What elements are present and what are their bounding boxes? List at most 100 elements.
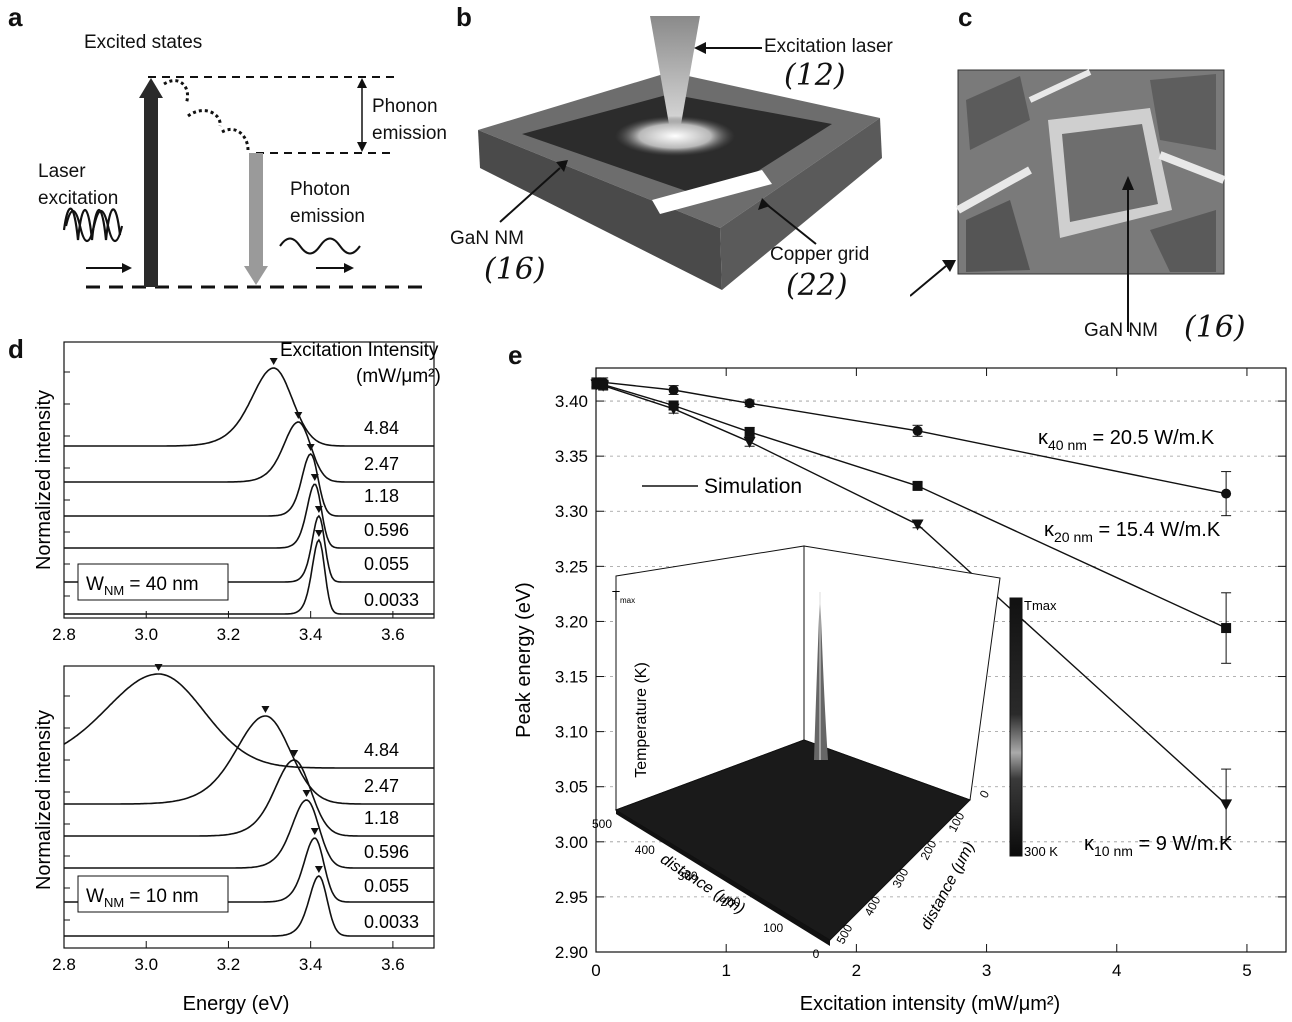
point-triangle xyxy=(1220,799,1232,810)
x-tick-label-2.8: 2.8 xyxy=(52,955,76,974)
legend-title: Excitation Intensity xyxy=(280,340,439,361)
phonon-label-line2: emission xyxy=(372,120,447,147)
inset-x-tick-label: 500 xyxy=(592,817,612,831)
y-tick-label: 3.05 xyxy=(555,778,588,797)
e-xlabel: Excitation intensity (mW/μm²) xyxy=(800,993,1060,1015)
excitation-laser-label: Excitation laser xyxy=(764,36,893,58)
excitation-laser-ref: (12) xyxy=(784,58,846,93)
c-link-arrow xyxy=(910,266,946,296)
peak-marker-1.18 xyxy=(307,444,315,451)
gan-nm-label-b: GaN NM xyxy=(450,228,524,250)
peak-marker-0.596 xyxy=(303,790,311,797)
intensity-label-1.18: 1.18 xyxy=(364,808,399,828)
intensity-label-0.596: 0.596 xyxy=(364,520,409,540)
y-tick-label: 3.10 xyxy=(555,723,588,742)
peak-energy-chart: 2.902.953.003.053.103.153.203.253.303.35… xyxy=(500,340,1292,1022)
y-tick-label: 2.95 xyxy=(555,888,588,907)
intensity-label-2.47: 2.47 xyxy=(364,454,399,474)
y-tick-label: 3.20 xyxy=(555,612,588,631)
photon-arrow-shaft xyxy=(249,153,263,268)
phonon-label-line1: Phonon xyxy=(372,93,447,120)
x-tick-label-3.4: 3.4 xyxy=(299,625,323,644)
point-square xyxy=(745,427,755,437)
peak-marker-4.84 xyxy=(155,664,163,671)
kappa20-label: κ20 nm = 15.4 W/m.K xyxy=(1044,519,1221,545)
peak-marker-0.055 xyxy=(311,828,319,835)
peak-marker-0.0033 xyxy=(315,866,323,873)
inset-x-tick-label: 100 xyxy=(763,921,783,935)
point-square xyxy=(913,481,923,491)
inset-y-tick-label: 0 xyxy=(977,788,993,801)
legend-unit: (mW/μm²) xyxy=(356,366,441,387)
y-tick-label: 3.25 xyxy=(555,557,588,576)
gan-nm-ref-b: (16) xyxy=(484,252,546,287)
x-tick-label-3.6: 3.6 xyxy=(381,955,405,974)
sem-micrograph xyxy=(910,60,1260,340)
x-tick-label-3.4: 3.4 xyxy=(299,955,323,974)
laser-excitation-label: Laser excitation xyxy=(38,158,118,212)
y-tick-label: 3.00 xyxy=(555,833,588,852)
excited-states-label: Excited states xyxy=(84,32,202,54)
kappa10-label: κ10 nm = 9 W/m.K xyxy=(1084,833,1233,859)
intensity-label-0.0033: 0.0033 xyxy=(364,912,419,932)
photon-arrow-head xyxy=(244,266,268,285)
x-tick-label-3.2: 3.2 xyxy=(217,625,241,644)
x-tick-label: 5 xyxy=(1242,961,1251,980)
x-tick-label: 1 xyxy=(721,961,730,980)
intensity-label-0.055: 0.055 xyxy=(364,876,409,896)
laser-arrow-head xyxy=(122,263,132,273)
laser-label-line1: Laser xyxy=(38,158,118,185)
peak-marker-2.47 xyxy=(261,706,269,713)
intensity-label-4.84: 4.84 xyxy=(364,418,399,438)
colorbar-top-label: Tmax xyxy=(1024,598,1057,613)
peak-marker-0.0033 xyxy=(315,530,323,537)
intensity-label-0.0033: 0.0033 xyxy=(364,590,419,610)
energy-diagram xyxy=(0,0,440,310)
x-tick-label: 2 xyxy=(852,961,861,980)
phonon-hop-3 xyxy=(222,129,248,150)
c-link-arrowhead xyxy=(942,260,956,272)
photon-emission-label: Photon emission xyxy=(290,176,365,230)
intensity-label-0.596: 0.596 xyxy=(364,842,409,862)
inset-x-tick-label: 400 xyxy=(635,843,655,857)
x-tick-label-3.2: 3.2 xyxy=(217,955,241,974)
intensity-label-0.055: 0.055 xyxy=(364,554,409,574)
peak-marker-4.84 xyxy=(270,358,278,365)
colorbar xyxy=(1010,598,1022,856)
d-xlabel: Energy (eV) xyxy=(183,993,290,1015)
y-tick-label: 3.30 xyxy=(555,502,588,521)
legend-label: Simulation xyxy=(704,475,802,498)
laser-spot xyxy=(615,116,735,156)
intensity-label-4.84: 4.84 xyxy=(364,740,399,760)
inset-x-tick-label: 300 xyxy=(678,869,698,883)
x-tick-label: 3 xyxy=(982,961,991,980)
point-circle xyxy=(1221,489,1231,499)
laser-label-line2: excitation xyxy=(38,185,118,212)
phonon-hop-1 xyxy=(164,81,188,104)
panel-letter-c: c xyxy=(958,2,972,33)
photon-wave xyxy=(280,239,360,254)
x-tick-label-3.6: 3.6 xyxy=(381,625,405,644)
x-tick-label: 0 xyxy=(591,961,600,980)
y-tick-label: 3.35 xyxy=(555,447,588,466)
peak-marker-2.47 xyxy=(294,412,302,419)
y-tick-label: 2.90 xyxy=(555,943,588,962)
excitation-arrow-head xyxy=(139,78,163,98)
inset-x-tick-label: 0 xyxy=(813,947,820,961)
temperature-inset: Tmax Temperature (K) distance (μm) dista… xyxy=(592,546,1058,961)
copper-grid-label: Copper grid xyxy=(770,244,869,266)
phonon-hop-2 xyxy=(188,111,220,126)
photon-label-line1: Photon xyxy=(290,176,365,203)
intensity-label-2.47: 2.47 xyxy=(364,776,399,796)
x-tick-label-3.0: 3.0 xyxy=(134,955,158,974)
top-wnm-text: WNM = 40 nm xyxy=(86,574,199,598)
laser-label-arrowhead xyxy=(694,42,706,54)
phonon-bracket-top xyxy=(357,78,367,88)
inset-z-label: Temperature (K) xyxy=(633,662,650,778)
gan-nm-label-c: GaN NM xyxy=(1084,320,1158,342)
excitation-arrow-shaft xyxy=(144,96,158,287)
y-tick-label: 3.40 xyxy=(555,392,588,411)
bottom-wnm-text: WNM = 10 nm xyxy=(86,886,199,910)
point-circle xyxy=(745,398,755,408)
point-circle xyxy=(913,426,923,436)
